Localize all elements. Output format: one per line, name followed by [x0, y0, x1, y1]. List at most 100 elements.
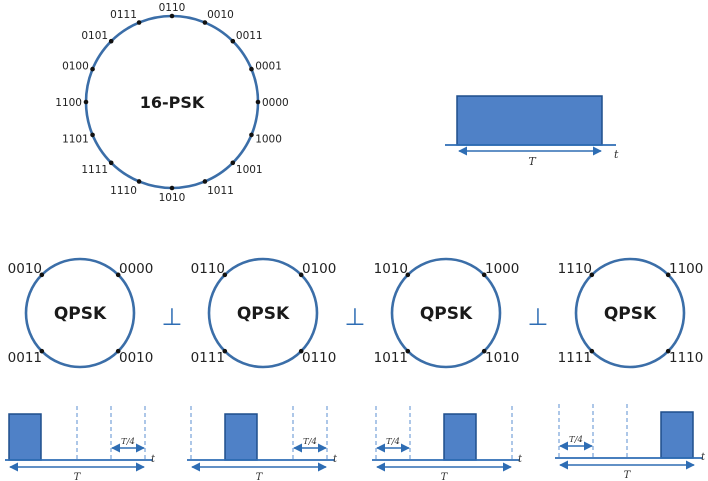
qpsk-constellation: QPSK 0010 0000 0011 0010 [8, 257, 153, 369]
orthogonal-symbol: ⊥ [345, 303, 366, 331]
constellation-point [665, 348, 671, 354]
period-label: T [256, 472, 264, 481]
constellation-point [298, 348, 304, 354]
constellation-label: 0111 [191, 350, 225, 366]
period-label: T [624, 470, 632, 481]
constellation-label: 0010 [119, 350, 153, 366]
pulse-bar [224, 413, 258, 461]
constellation-point [90, 66, 95, 72]
constellation-point [39, 272, 45, 278]
orthogonal-symbol: ⊥ [162, 303, 183, 331]
qpsk-constellation: QPSK 1110 1100 1111 1110 [558, 257, 703, 369]
constellation-label: 1011 [207, 185, 234, 197]
constellation-point [481, 348, 487, 354]
constellation-point [589, 272, 595, 278]
pulse-bar [8, 413, 42, 461]
time-label: t [614, 148, 619, 161]
constellation-label: 0000 [119, 261, 153, 277]
constellation-label: 0010 [8, 261, 42, 277]
constellation-label: 1100 [55, 97, 82, 109]
constellation-point [108, 38, 114, 44]
constellation-label: 1000 [255, 133, 282, 145]
orthogonal-symbol: ⊥ [528, 303, 549, 331]
time-label: t [333, 454, 338, 465]
qpsk-constellation: QPSK 0110 0100 0111 0110 [191, 257, 336, 369]
period-label: T [441, 472, 449, 481]
constellation-point [222, 348, 228, 354]
time-label: t [518, 454, 523, 465]
constellation-label: 0100 [62, 61, 89, 73]
constellation-point [83, 99, 89, 105]
constellation-point [405, 348, 411, 354]
constellation-label: 1010 [374, 261, 408, 277]
constellation-label: 0110 [191, 261, 225, 277]
pulse-bar [660, 411, 694, 459]
constellation-label: 1111 [81, 164, 108, 176]
constellation-label: 0101 [81, 30, 108, 42]
slot-pulse: Tt T/4 [372, 406, 523, 481]
pulse-bar [443, 413, 477, 461]
constellation-point [230, 160, 236, 166]
constellation-point [202, 20, 208, 25]
constellation-label: 0011 [236, 30, 263, 42]
slot-pulse-row: Tt T/4 Tt T/4 Tt T/4 Tt T/4 [5, 404, 706, 481]
qpsk-title: QPSK [420, 304, 473, 324]
qpsk-title: QPSK [54, 304, 107, 324]
constellation-point [230, 38, 236, 44]
quarter-label: T/4 [386, 437, 400, 447]
constellation-label: 0000 [262, 97, 289, 109]
qpsk-title: QPSK [604, 304, 657, 324]
constellation-point [665, 272, 671, 278]
quarter-label: T/4 [569, 435, 583, 445]
quarter-label: T/4 [303, 437, 317, 447]
qpsk-constellation: QPSK 1010 1000 1011 1010 [374, 257, 519, 369]
pulse-bar [456, 95, 603, 146]
constellation-point [90, 132, 95, 138]
constellation-point [202, 179, 208, 184]
constellation-label: 1111 [558, 350, 592, 366]
rect-pulse: T t [445, 95, 619, 168]
qpsk-circle [574, 257, 686, 369]
constellation-point [39, 348, 45, 354]
qpsk-circle [390, 257, 502, 369]
constellation-label: 1010 [159, 192, 186, 204]
constellation-point [481, 272, 487, 278]
period-label: T [528, 155, 537, 168]
constellation-point [169, 185, 175, 191]
qpsk-row: QPSK 0010 0000 0011 0010 QPSK 0110 0100 0111 0110… [8, 257, 703, 369]
constellation-label: 1010 [485, 350, 519, 366]
constellation-label: 1000 [485, 261, 519, 277]
constellation-label: 1101 [62, 133, 89, 145]
slot-pulse: Tt T/4 [5, 406, 156, 481]
constellation-label: 1100 [669, 261, 703, 277]
constellation-label: 0110 [302, 350, 336, 366]
constellation-point [298, 272, 304, 278]
time-label: t [151, 454, 156, 465]
constellation-point [108, 160, 114, 166]
qpsk-circle [24, 257, 136, 369]
constellation-point [115, 272, 121, 278]
constellation-point [136, 20, 142, 25]
constellation-label: 0110 [159, 2, 186, 14]
slot-pulse: Tt T/4 [555, 404, 706, 481]
constellation-point [222, 272, 228, 278]
qpsk-title: QPSK [237, 304, 290, 324]
quarter-label: T/4 [121, 437, 135, 447]
constellation-label: 1110 [669, 350, 703, 366]
psk16-title: 16-PSK [140, 93, 205, 112]
constellation-label: 1001 [236, 164, 263, 176]
constellation-label: 0001 [255, 61, 282, 73]
period-label: T [74, 472, 82, 481]
time-label: t [701, 452, 706, 463]
constellation-label: 0011 [8, 350, 42, 366]
constellation-point [589, 348, 595, 354]
constellation-label: 1011 [374, 350, 408, 366]
constellation-label: 0100 [302, 261, 336, 277]
constellation-point [249, 132, 254, 138]
constellation-point [249, 66, 254, 72]
constellation-label: 1110 [110, 185, 137, 197]
constellation-label: 0111 [110, 9, 137, 21]
constellation-point [115, 348, 121, 354]
